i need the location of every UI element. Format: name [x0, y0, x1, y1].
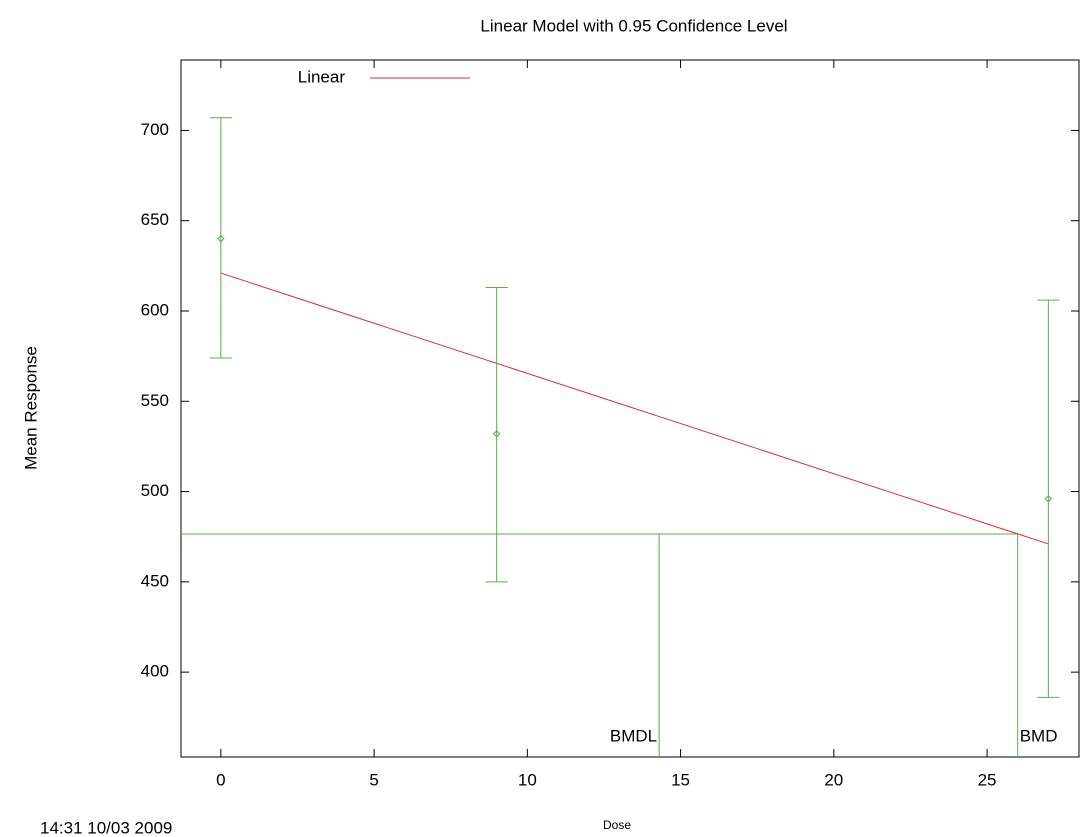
y-tick-label: 600 — [141, 300, 169, 319]
x-tick-label: 25 — [978, 770, 997, 789]
mean-point — [1044, 495, 1053, 503]
mean-point — [492, 430, 501, 438]
plot-frame — [180, 59, 1080, 758]
x-tick-label: 20 — [824, 770, 843, 789]
bmd-label: BMD — [1020, 726, 1058, 745]
x-tick-label: 10 — [518, 770, 537, 789]
y-tick-label: 450 — [141, 571, 169, 590]
model-line — [220, 272, 1049, 545]
y-axis-label: Mean Response — [21, 346, 40, 470]
bmdl-label: BMDL — [610, 726, 657, 745]
y-tick-label: 700 — [141, 120, 169, 139]
x-axis-label: Dose — [603, 818, 631, 832]
x-tick-label: 5 — [369, 770, 378, 789]
y-tick-label: 650 — [141, 210, 169, 229]
chart-title: Linear Model with 0.95 Confidence Level — [480, 16, 787, 35]
y-tick-label: 500 — [141, 481, 169, 500]
timestamp: 14:31 10/03 2009 — [40, 818, 172, 837]
y-tick-label: 400 — [141, 662, 169, 681]
legend-label: Linear — [298, 67, 346, 86]
y-tick-label: 550 — [141, 391, 169, 410]
mean-point — [217, 235, 225, 243]
x-tick-label: 15 — [671, 770, 690, 789]
x-tick-label: 0 — [216, 770, 225, 789]
